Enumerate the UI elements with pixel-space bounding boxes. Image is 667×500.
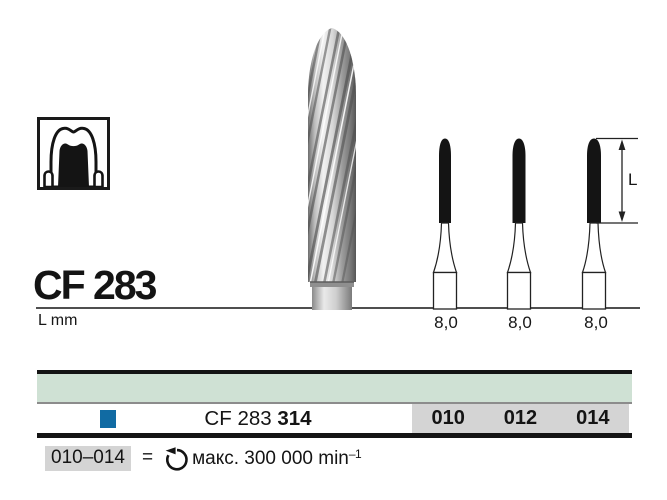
size-cell: 012 — [503, 407, 538, 429]
spiral-flutes — [308, 28, 356, 282]
length-value: 8,0 — [508, 313, 532, 332]
bur-figure-012 — [506, 138, 532, 310]
arrowhead-up — [618, 139, 626, 150]
max-speed-text: макс. 300 000 min–1 — [192, 446, 362, 470]
size-range: 010–014 — [45, 445, 131, 471]
table-row: CF 283 314 010 012 014 — [37, 404, 632, 433]
equals-sign: = — [141, 447, 154, 468]
max-speed-exponent: –1 — [348, 446, 362, 461]
crown-indication-box — [37, 117, 110, 190]
product-code: CF 283 — [33, 262, 157, 308]
arrowhead-down — [618, 211, 626, 222]
size-cell: 010 — [431, 407, 465, 429]
length-unit-label: L mm — [38, 312, 78, 329]
order-code-series: CF 283 — [204, 407, 272, 430]
size-cells: 010 012 014 — [412, 404, 629, 433]
table-bottom-rule — [37, 433, 632, 438]
material-color-square — [100, 410, 116, 428]
dimension-lines — [596, 137, 638, 224]
size-cell: 014 — [576, 407, 610, 429]
table-header-band — [37, 374, 632, 402]
table-divider-rule — [37, 402, 632, 404]
speed-legend: 010–014 = макс. 300 000 min–1 — [45, 444, 362, 472]
rotation-icon — [165, 446, 188, 471]
order-code-shank: 314 — [277, 407, 312, 430]
length-value: 8,0 — [434, 313, 458, 332]
table-top-rule — [37, 370, 632, 374]
bur-figure-014 — [581, 138, 607, 310]
dimension-label: L — [628, 170, 638, 189]
length-value: 8,0 — [584, 313, 608, 332]
order-code: CF 283 314 — [158, 407, 358, 431]
max-speed-value: макс. 300 000 min — [192, 447, 349, 469]
crown-icon — [43, 126, 104, 189]
bur-photo — [308, 28, 356, 310]
bur-figure-010 — [432, 138, 458, 310]
bur-schematics — [432, 137, 638, 310]
